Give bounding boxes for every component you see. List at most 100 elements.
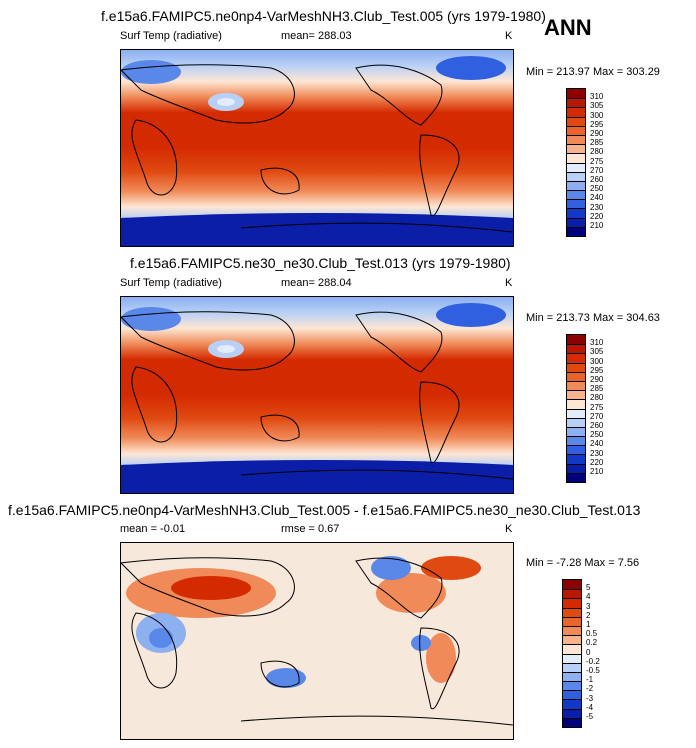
colorbar-label: -2 xyxy=(586,684,594,694)
colorbar-label: 260 xyxy=(590,175,604,184)
colorbar-label: 4 xyxy=(586,592,591,602)
panel1-colorbar xyxy=(566,88,586,237)
colorbar-label: 210 xyxy=(590,467,604,476)
colorbar-label: 290 xyxy=(590,129,604,138)
colorbar-label: 280 xyxy=(590,147,604,157)
panel1-variable-label: Surf Temp (radiative) xyxy=(120,30,222,42)
colorbar-segment xyxy=(563,681,581,691)
colorbar-segment xyxy=(567,134,585,145)
panel1-title: f.e15a6.FAMIPC5.ne0np4-VarMeshNH3.Club_T… xyxy=(101,8,546,24)
colorbar-label: 220 xyxy=(590,457,604,467)
colorbar-label: 285 xyxy=(590,384,604,394)
colorbar-label: 300 xyxy=(590,110,604,120)
colorbar-label: 275 xyxy=(590,402,604,412)
colorbar-segment xyxy=(563,616,581,626)
colorbar-label: 3 xyxy=(586,601,591,611)
colorbar-segment xyxy=(563,580,581,590)
colorbar-label: 250 xyxy=(590,430,604,440)
colorbar-segment xyxy=(563,699,581,709)
colorbar-segment xyxy=(567,362,585,372)
panel1-units: K xyxy=(505,30,513,42)
colorbar-segment xyxy=(567,417,585,427)
panel3-title: f.e15a6.FAMIPC5.ne0np4-VarMeshNH3.Club_T… xyxy=(8,502,641,518)
colorbar-label: 1 xyxy=(586,620,591,629)
colorbar-segment xyxy=(567,463,585,473)
colorbar-label: 240 xyxy=(590,439,604,449)
colorbar-label: 0.2 xyxy=(586,638,598,648)
panel1-minmax: Min = 213.97 Max = 303.29 xyxy=(526,66,660,78)
colorbar-label: -3 xyxy=(586,693,594,703)
colorbar-segment xyxy=(567,190,585,200)
colorbar-label: -1 xyxy=(586,675,594,685)
colorbar-segment xyxy=(563,708,581,718)
panel3-map xyxy=(120,542,514,740)
colorbar-label: 0 xyxy=(586,647,591,657)
colorbar-segment xyxy=(563,662,581,672)
colorbar-label: 295 xyxy=(590,119,604,129)
colorbar-label: -4 xyxy=(586,702,594,712)
colorbar-label: 280 xyxy=(590,393,604,403)
panel3-colorbar xyxy=(562,579,582,728)
colorbar-segment xyxy=(567,162,585,172)
colorbar-label: -0.2 xyxy=(586,656,600,666)
colorbar-segment xyxy=(563,635,581,645)
panel3-minmax: Min = -7.28 Max = 7.56 xyxy=(526,557,640,569)
panel2-title: f.e15a6.FAMIPC5.ne30_ne30.Club_Test.013 … xyxy=(130,255,511,271)
colorbar-label: 210 xyxy=(590,221,604,230)
colorbar-segment xyxy=(567,153,585,163)
colorbar-label: 310 xyxy=(590,338,604,348)
panel2-units: K xyxy=(505,277,513,289)
panel2-colorbar xyxy=(566,334,586,483)
colorbar-segment xyxy=(567,454,585,464)
colorbar-segment xyxy=(567,171,585,181)
colorbar-segment xyxy=(567,116,585,126)
colorbar-segment xyxy=(567,408,585,418)
colorbar-segment xyxy=(567,226,585,236)
colorbar-segment xyxy=(567,445,585,455)
colorbar-label: 260 xyxy=(590,421,604,430)
colorbar-segment xyxy=(567,353,585,363)
colorbar-label: -0.5 xyxy=(586,666,600,675)
panel2-mean: mean= 288.04 xyxy=(281,277,352,289)
colorbar-segment xyxy=(567,199,585,209)
colorbar-segment xyxy=(567,380,585,391)
season-label: ANN xyxy=(544,15,592,40)
colorbar-segment xyxy=(567,180,585,191)
colorbar-label: 250 xyxy=(590,184,604,194)
colorbar-segment xyxy=(567,98,585,108)
colorbar-segment xyxy=(567,125,585,135)
panel3-rmse: rmse = 0.67 xyxy=(281,523,340,535)
colorbar-label: 310 xyxy=(590,92,604,102)
colorbar-label: 0.5 xyxy=(586,629,598,639)
colorbar-segment xyxy=(567,426,585,437)
colorbar-segment xyxy=(567,217,585,227)
colorbar-label: 220 xyxy=(590,211,604,221)
panel3-mean: mean = -0.01 xyxy=(120,523,186,535)
colorbar-segment xyxy=(567,344,585,354)
colorbar-label: 275 xyxy=(590,156,604,166)
colorbar-segment xyxy=(567,208,585,218)
colorbar-label: 230 xyxy=(590,202,604,212)
colorbar-segment xyxy=(563,690,581,700)
colorbar-segment xyxy=(563,644,581,654)
colorbar-label: 285 xyxy=(590,138,604,148)
colorbar-label: 300 xyxy=(590,356,604,366)
colorbar-segment xyxy=(567,335,585,345)
colorbar-segment xyxy=(567,472,585,482)
colorbar-label: 305 xyxy=(590,101,604,111)
panel2-minmax: Min = 213.73 Max = 304.63 xyxy=(526,312,660,324)
colorbar-segment xyxy=(567,371,585,381)
panel1-map xyxy=(120,49,514,247)
colorbar-label: 305 xyxy=(590,347,604,357)
panel1-mean: mean= 288.03 xyxy=(281,30,352,42)
colorbar-segment xyxy=(567,107,585,117)
colorbar-segment xyxy=(567,89,585,99)
colorbar-label: 230 xyxy=(590,448,604,458)
colorbar-segment xyxy=(563,671,581,682)
colorbar-segment xyxy=(563,717,581,727)
colorbar-label: 295 xyxy=(590,365,604,375)
colorbar-segment xyxy=(563,625,581,636)
panel2-map xyxy=(120,296,514,494)
colorbar-label: -5 xyxy=(586,712,594,721)
colorbar-label: 5 xyxy=(586,583,591,593)
